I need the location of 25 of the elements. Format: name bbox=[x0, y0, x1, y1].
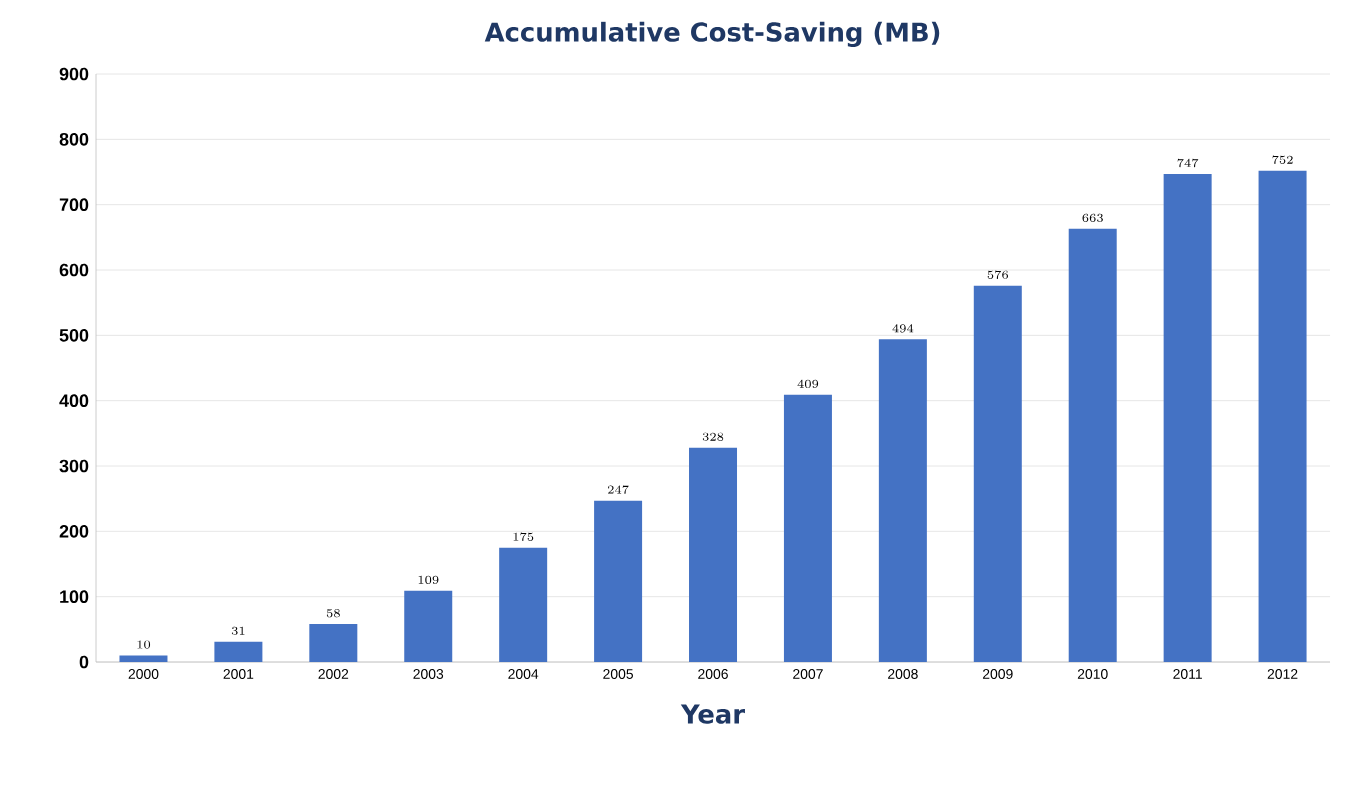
y-tick-label: 100 bbox=[60, 590, 89, 604]
y-tick-label: 900 bbox=[59, 67, 89, 81]
bar bbox=[119, 655, 168, 662]
bar bbox=[973, 285, 1022, 662]
bar bbox=[1258, 170, 1307, 662]
y-tick-label: 200 bbox=[59, 524, 89, 538]
x-axis-title: Year bbox=[680, 704, 745, 724]
y-tick-label: 800 bbox=[59, 132, 89, 146]
bar bbox=[878, 339, 927, 662]
bar bbox=[689, 447, 738, 662]
bar bbox=[594, 500, 643, 662]
bar bbox=[1068, 228, 1117, 662]
chart-title: Accumulative Cost-Saving (MB) bbox=[484, 21, 940, 48]
y-tick-label: 700 bbox=[59, 198, 89, 212]
y-tick-label: 400 bbox=[59, 394, 89, 408]
bar bbox=[309, 624, 358, 662]
bar bbox=[214, 641, 263, 662]
bar bbox=[1163, 173, 1212, 662]
y-tick-label: 600 bbox=[59, 263, 89, 277]
y-tick-label: 0 bbox=[79, 655, 89, 669]
bar bbox=[404, 590, 453, 662]
y-tick-label: 500 bbox=[59, 328, 89, 342]
bar bbox=[783, 394, 832, 662]
y-tick-label: 300 bbox=[59, 459, 89, 473]
bar bbox=[499, 547, 548, 662]
